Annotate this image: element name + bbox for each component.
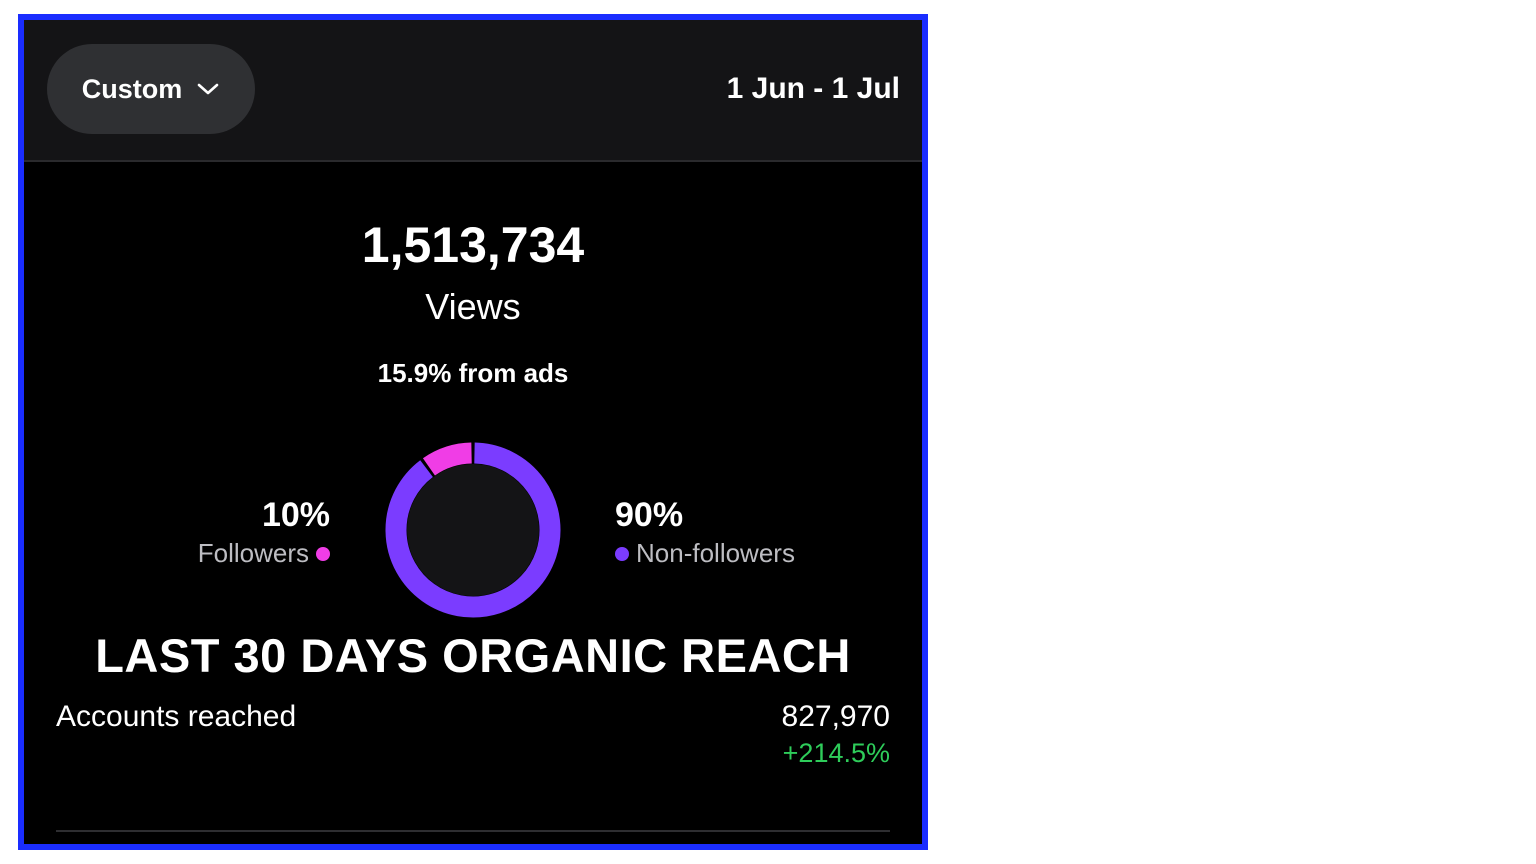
non-followers-dot-icon bbox=[615, 546, 629, 561]
range-selector-label: Custom bbox=[81, 73, 183, 104]
non-followers-legend: Non-followers bbox=[615, 538, 795, 569]
divider bbox=[56, 830, 890, 832]
chevron-down-icon bbox=[196, 81, 220, 97]
donut-center bbox=[407, 464, 539, 596]
followers-dot-icon bbox=[316, 546, 330, 561]
header-bar: Custom 1 Jun - 1 Jul bbox=[24, 20, 922, 162]
insights-panel: Custom 1 Jun - 1 Jul 1,513,734 Views 15.… bbox=[18, 14, 928, 850]
followers-legend: Followers bbox=[198, 538, 330, 569]
donut-segment-followers bbox=[422, 442, 473, 476]
accounts-reached-value: 827,970 bbox=[781, 700, 890, 733]
views-total: 1,513,734 bbox=[361, 217, 585, 273]
overlay-headline: LAST 30 DAYS ORGANIC REACH bbox=[95, 629, 851, 682]
date-range[interactable]: 1 Jun - 1 Jul bbox=[726, 72, 900, 105]
range-selector-button[interactable]: Custom bbox=[47, 44, 255, 134]
views-label: Views bbox=[425, 286, 521, 327]
ads-note: 15.9% from ads bbox=[377, 358, 569, 388]
accounts-reached-change: +214.5% bbox=[782, 738, 890, 768]
followers-percent: 10% bbox=[261, 496, 330, 534]
accounts-reached-label: Accounts reached bbox=[56, 700, 297, 733]
non-followers-legend-label: Non-followers bbox=[636, 538, 795, 568]
donut-segment-non-followers bbox=[385, 442, 561, 618]
audience-donut-chart bbox=[385, 442, 561, 618]
followers-legend-label: Followers bbox=[197, 538, 309, 568]
non-followers-percent: 90% bbox=[615, 496, 684, 534]
